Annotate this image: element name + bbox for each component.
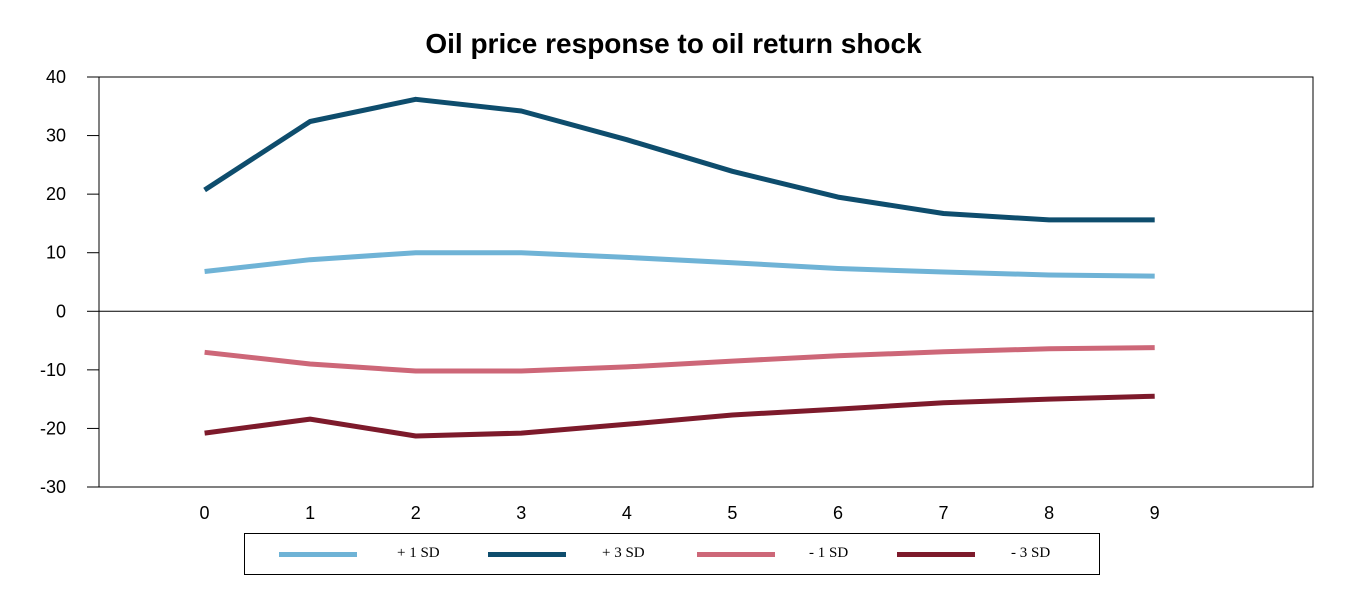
legend-label: - 3 SD	[1011, 545, 1051, 561]
legend-label: + 3 SD	[602, 545, 645, 561]
y-tick-label: -10	[40, 360, 66, 380]
x-tick-label: 8	[1044, 503, 1054, 523]
x-tick-label: 0	[200, 503, 210, 523]
series-lines	[203, 96, 1155, 439]
legend-swatch	[697, 552, 775, 557]
x-axis: 0 1 2 3 4 5 6 7 8 9	[200, 503, 1160, 523]
series-line-2	[204, 345, 1155, 374]
x-tick-label: 4	[622, 503, 632, 523]
series-line-1	[203, 96, 1155, 223]
y-tick-label: 30	[46, 126, 66, 146]
x-tick-label: 6	[833, 503, 843, 523]
y-tick-label: -30	[40, 477, 66, 497]
legend-label: + 1 SD	[397, 545, 440, 561]
x-tick-label: 7	[939, 503, 949, 523]
y-tick-label: -20	[40, 418, 66, 438]
y-axis: 40 30 20 10 0 -10 -20 -30	[40, 67, 99, 497]
legend: + 1 SD + 3 SD - 1 SD - 3 SD	[244, 533, 1100, 575]
legend-swatch	[897, 552, 975, 557]
x-tick-label: 9	[1150, 503, 1160, 523]
y-tick-label: 10	[46, 243, 66, 263]
y-tick-label: 40	[46, 67, 66, 87]
legend-swatch	[279, 552, 357, 557]
legend-label: - 1 SD	[809, 545, 849, 561]
series-line-0	[204, 250, 1155, 279]
x-tick-label: 1	[305, 503, 315, 523]
y-tick-label: 20	[46, 184, 66, 204]
chart-title: Oil price response to oil return shock	[425, 28, 922, 59]
y-tick-label: 0	[56, 301, 66, 321]
x-tick-label: 5	[727, 503, 737, 523]
line-chart: 40 30 20 10 0 -10 -20 -30 0 1 2 3 4 5 6 7 8 9	[40, 67, 1314, 523]
x-tick-label: 3	[516, 503, 526, 523]
legend-swatch	[488, 552, 566, 557]
x-tick-label: 2	[411, 503, 421, 523]
series-line-3	[204, 393, 1155, 439]
